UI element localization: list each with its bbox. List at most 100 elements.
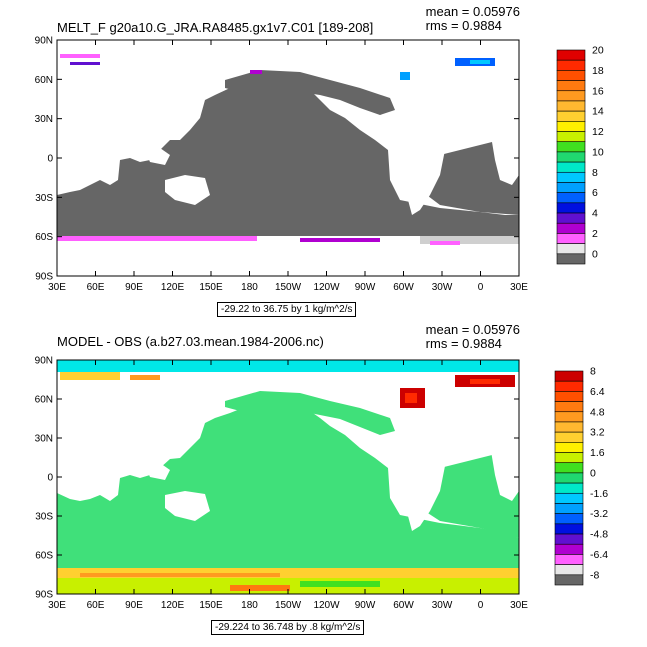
colorbar-label: 0 [590,467,596,479]
colorbar-label: -3.2 [590,508,608,520]
lon-label: 150W [275,600,302,611]
lon-label: 60W [393,282,414,293]
colorbar-label: 1.6 [590,447,605,459]
colorbar-swatch [554,554,584,565]
colorbar-swatch [556,59,586,71]
top-land-masses [145,128,519,215]
lat-label: 60N [35,75,53,86]
lat-label: 90S [35,590,53,601]
lon-label: 30E [510,600,528,611]
top-mean: mean = 0.05976 [425,4,520,19]
colorbar-swatch [554,411,584,423]
colorbar-swatch [554,401,584,413]
colorbar-swatch [554,574,584,586]
lon-label: 30E [48,600,66,611]
colorbar-swatch [554,543,584,555]
lat-label: 30N [35,434,53,445]
lon-label: 30E [48,282,66,293]
colorbar-swatch [556,182,586,193]
top-contour-range: -29.22 to 36.75 by 1 kg/m^2/s [217,302,357,317]
colorbar-swatch [554,442,584,453]
colorbar-swatch [556,202,586,214]
lat-label: 90N [35,36,53,47]
bottom-colorbar: 8 6.4 4.8 3.2 1.6 0 -1.6 -3.2 -4.8 -6.4 -8 [554,366,608,586]
colorbar-swatch [556,70,586,81]
top-map-title: MELT_F g20a10.G_JRA.RA8485.gx1v7.C01 [18… [57,20,374,35]
colorbar-label: 6.4 [590,386,605,398]
bottom-contour-range: -29.224 to 36.748 by .8 kg/m^2/s [211,620,365,635]
colorbar-swatch [554,472,584,484]
lat-label: 0 [47,473,53,484]
colorbar-label: 8 [592,167,598,179]
lon-label: 180 [241,282,258,293]
colorbar-label: 20 [592,45,604,57]
lon-label: 90W [355,282,376,293]
colorbar-swatch [556,141,586,153]
lat-label: 60S [35,551,53,562]
colorbar-swatch [556,49,586,61]
bottom-rms: rms = 0.9884 [425,336,502,351]
colorbar-label: -1.6 [590,488,608,500]
colorbar-swatch [556,171,586,183]
bottom-map-title: MODEL - OBS (a.b27.03.mean.1984-2006.nc) [57,334,324,349]
bottom-mean: mean = 0.05976 [425,322,520,337]
colorbar-swatch [556,243,586,255]
colorbar-label: 16 [592,85,604,97]
lon-label: 30W [432,600,453,611]
colorbar-label: 0 [592,248,598,260]
colorbar-swatch [556,233,586,244]
colorbar-swatch [554,533,584,545]
lon-label: 30W [432,282,453,293]
lat-label: 30S [35,512,53,523]
bottom-stats: mean = 0.05976 rms = 0.9884 [426,323,520,351]
colorbar-swatch [554,503,584,514]
colorbar-label: 4 [592,208,598,220]
colorbar-label: 14 [592,106,604,118]
lon-label: 150W [275,282,302,293]
lat-label: 60S [35,232,53,243]
colorbar-swatch [554,492,584,504]
colorbar-swatch [554,564,584,576]
colorbar-label: -4.8 [590,529,608,541]
lon-label: 150E [199,282,223,293]
colorbar-label: 12 [592,126,604,138]
lon-label: 120W [313,600,340,611]
colorbar-swatch [556,151,586,163]
colorbar-swatch [554,431,584,443]
colorbar-label: -8 [590,569,599,581]
colorbar-label: 8 [590,366,596,378]
lon-label: 60W [393,600,414,611]
bottom-map-panel: 90N 60N 30N 0 30S 60S 90S 30E 60E 90E 120E 150E 180 1… [0,323,647,647]
colorbar-swatch [554,462,584,474]
lon-label: 60E [87,282,105,293]
colorbar-swatch [556,110,586,122]
lon-label: 120E [161,282,185,293]
lat-label: 60N [35,395,53,406]
lat-label: 90N [35,356,53,367]
bottom-land-masses [145,443,519,531]
lon-label: 0 [478,282,484,293]
colorbar-swatch [554,391,584,402]
colorbar-swatch [554,370,584,382]
colorbar-swatch [554,380,584,392]
colorbar-label: 2 [592,228,598,240]
colorbar-swatch [556,222,586,234]
colorbar-swatch [556,131,586,143]
colorbar-label: 6 [592,187,598,199]
lon-label: 60E [87,600,105,611]
lon-label: 120E [161,600,185,611]
colorbar-swatch [554,452,584,464]
colorbar-label: 18 [592,65,604,77]
lat-label: 0 [47,154,53,165]
colorbar-swatch [556,253,586,265]
lat-label: 30N [35,114,53,125]
colorbar-label: 4.8 [590,406,605,418]
lon-label: 150E [199,600,223,611]
colorbar-swatch [556,192,586,204]
lat-label: 30S [35,193,53,204]
